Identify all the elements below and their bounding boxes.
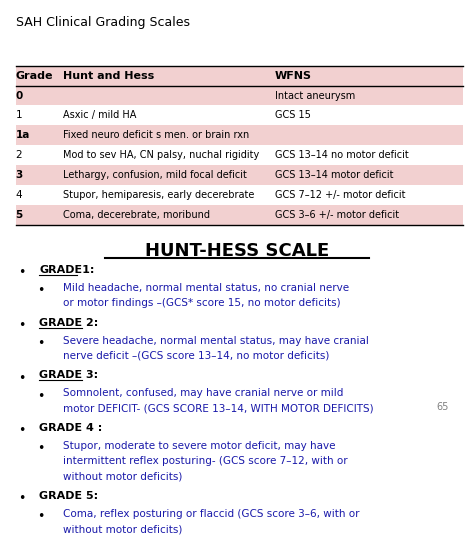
Text: 2: 2 bbox=[16, 150, 22, 160]
Bar bbox=[16, 86, 463, 105]
Text: 1: 1 bbox=[16, 110, 22, 120]
Text: Mod to sev HA, CN palsy, nuchal rigidity: Mod to sev HA, CN palsy, nuchal rigidity bbox=[63, 150, 259, 160]
Bar bbox=[16, 205, 463, 225]
Text: GRADE1:: GRADE1: bbox=[39, 265, 94, 275]
Text: •: • bbox=[36, 510, 44, 523]
Text: Hunt and Hess: Hunt and Hess bbox=[63, 71, 154, 81]
Text: Stupor, moderate to severe motor deficit, may have: Stupor, moderate to severe motor deficit… bbox=[63, 441, 335, 451]
Text: 3: 3 bbox=[16, 170, 23, 180]
Text: 4: 4 bbox=[16, 190, 22, 200]
Text: Lethargy, confusion, mild focal deficit: Lethargy, confusion, mild focal deficit bbox=[63, 170, 246, 180]
Text: GCS 15: GCS 15 bbox=[275, 110, 310, 120]
Text: Asxic / mild HA: Asxic / mild HA bbox=[63, 110, 136, 120]
Text: Coma, decerebrate, moribund: Coma, decerebrate, moribund bbox=[63, 210, 210, 220]
Bar bbox=[16, 66, 463, 86]
Text: 65: 65 bbox=[437, 402, 449, 412]
Text: GCS 7–12 +/- motor deficit: GCS 7–12 +/- motor deficit bbox=[275, 190, 405, 200]
Text: Stupor, hemiparesis, early decerebrate: Stupor, hemiparesis, early decerebrate bbox=[63, 190, 254, 200]
Text: SAH Clinical Grading Scales: SAH Clinical Grading Scales bbox=[16, 16, 190, 29]
Text: •: • bbox=[18, 492, 25, 506]
Text: GRADE 3:: GRADE 3: bbox=[39, 370, 98, 380]
Text: Mild headache, normal mental status, no cranial nerve: Mild headache, normal mental status, no … bbox=[63, 283, 349, 293]
Text: without motor deficits): without motor deficits) bbox=[63, 472, 182, 482]
Text: intermittent reflex posturing- (GCS score 7–12, with or: intermittent reflex posturing- (GCS scor… bbox=[63, 456, 347, 467]
Text: •: • bbox=[36, 389, 44, 402]
Text: HUNT-HESS SCALE: HUNT-HESS SCALE bbox=[145, 242, 329, 261]
Text: •: • bbox=[36, 337, 44, 350]
Text: Severe headache, normal mental status, may have cranial: Severe headache, normal mental status, m… bbox=[63, 335, 368, 346]
Text: Intact aneurysm: Intact aneurysm bbox=[275, 90, 355, 101]
Text: 0: 0 bbox=[16, 90, 23, 101]
Text: motor DEFICIT- (GCS SCORE 13–14, WITH MOTOR DEFICITS): motor DEFICIT- (GCS SCORE 13–14, WITH MO… bbox=[63, 403, 373, 414]
Text: GRADE 5:: GRADE 5: bbox=[39, 491, 98, 501]
Text: •: • bbox=[18, 319, 25, 332]
Text: •: • bbox=[18, 372, 25, 385]
Text: or motor findings –(GCS* score 15, no motor deficits): or motor findings –(GCS* score 15, no mo… bbox=[63, 299, 340, 308]
Text: 5: 5 bbox=[16, 210, 23, 220]
Bar bbox=[16, 125, 463, 146]
Text: Coma, reflex posturing or flaccid (GCS score 3–6, with or: Coma, reflex posturing or flaccid (GCS s… bbox=[63, 509, 359, 519]
Text: GRADE 4 :: GRADE 4 : bbox=[39, 423, 102, 433]
Text: GRADE 2:: GRADE 2: bbox=[39, 318, 98, 328]
Bar bbox=[16, 165, 463, 185]
Text: WFNS: WFNS bbox=[275, 71, 312, 81]
Text: •: • bbox=[36, 284, 44, 297]
Text: Grade: Grade bbox=[16, 71, 53, 81]
Text: Somnolent, confused, may have cranial nerve or mild: Somnolent, confused, may have cranial ne… bbox=[63, 388, 343, 398]
Text: GCS 13–14 no motor deficit: GCS 13–14 no motor deficit bbox=[275, 150, 409, 160]
Text: nerve deficit –(GCS score 13–14, no motor deficits): nerve deficit –(GCS score 13–14, no moto… bbox=[63, 351, 329, 361]
Text: without motor deficits): without motor deficits) bbox=[63, 524, 182, 534]
Text: •: • bbox=[18, 266, 25, 279]
Text: 1a: 1a bbox=[16, 131, 30, 140]
Text: GCS 13–14 motor deficit: GCS 13–14 motor deficit bbox=[275, 170, 393, 180]
Text: Fixed neuro deficit s men. or brain rxn: Fixed neuro deficit s men. or brain rxn bbox=[63, 131, 249, 140]
Text: •: • bbox=[36, 442, 44, 455]
Text: •: • bbox=[18, 424, 25, 438]
Text: GCS 3–6 +/- motor deficit: GCS 3–6 +/- motor deficit bbox=[275, 210, 399, 220]
